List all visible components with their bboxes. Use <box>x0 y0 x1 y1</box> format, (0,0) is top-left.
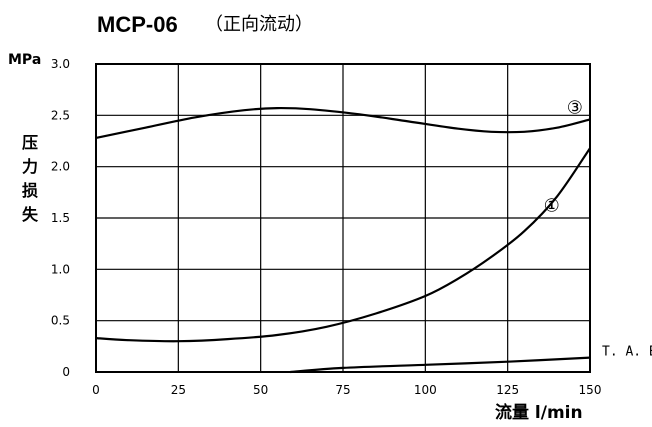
y-axis-unit: MPa <box>8 52 41 68</box>
y-axis-label: 压力损失 <box>22 133 39 224</box>
x-tick-label: 75 <box>335 383 350 397</box>
y-tick-label: 2.5 <box>51 108 70 122</box>
y-tick-label: 0.5 <box>51 314 70 328</box>
series-lines <box>95 106 591 374</box>
series-label: T. A. B. <box>602 345 652 360</box>
y-tick-label: 1.0 <box>51 262 70 276</box>
y-tick-label: 3.0 <box>51 57 70 71</box>
x-tick-label: 0 <box>92 383 100 397</box>
x-tick-label: 125 <box>496 383 519 397</box>
series-label: ③ <box>567 97 583 118</box>
x-tick-label: 150 <box>579 383 602 397</box>
x-tick-label: 100 <box>414 383 437 397</box>
series-line <box>95 106 591 139</box>
x-tick-label: 25 <box>171 383 186 397</box>
x-axis-label: 流量 l/min <box>495 402 583 423</box>
y-tick-label: 2.0 <box>51 160 70 174</box>
y-tick-label: 1.5 <box>51 211 70 225</box>
tick-labels: 0 25 50 75 100 125 150 0 0.5 1.0 1.5 2.0 2.5 3.0 <box>51 57 602 397</box>
series-labels: ③ ① T. A. B. <box>544 97 652 359</box>
plot-frame <box>95 63 591 373</box>
grid <box>96 64 590 372</box>
chart-subtitle: （正向流动） <box>205 14 313 35</box>
y-tick-label: 0 <box>62 365 70 379</box>
series-line <box>95 147 591 343</box>
chart-title: MCP-06 <box>97 12 178 37</box>
series-label: ① <box>544 196 560 217</box>
x-tick-label: 50 <box>253 383 268 397</box>
series-line <box>290 356 591 374</box>
